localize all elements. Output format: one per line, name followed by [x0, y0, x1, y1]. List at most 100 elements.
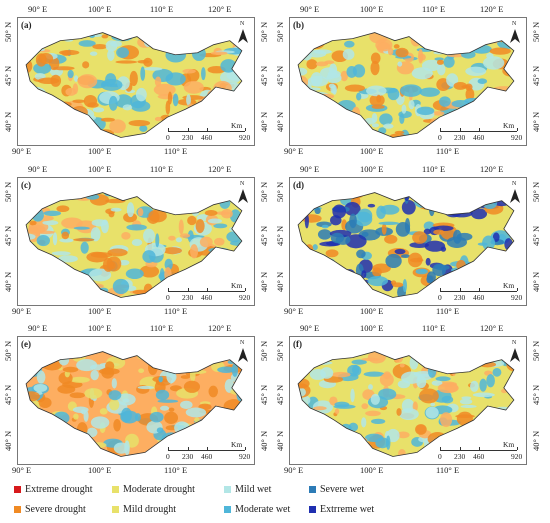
latitude-label-right: 40° N: [259, 111, 269, 132]
scale-tick: [245, 288, 246, 291]
map-panel: 90° E 100° E 110° E 120° E 90° E 100° E 110° E…: [0, 4, 272, 157]
longitude-label-top: 100° E: [88, 164, 112, 174]
map-panel: 90° E 100° E 110° E 120° E 90° E 100° E 110° E…: [272, 323, 544, 476]
map-panel: 90° E 100° E 110° E 120° E 90° E 100° E 110° E…: [272, 4, 544, 157]
scale-tick: [517, 128, 518, 131]
longitude-label-top: 100° E: [360, 323, 384, 333]
scale-tick: [479, 447, 480, 450]
scale-tick-label: 920: [239, 452, 251, 461]
latitude-label-left: 40° N: [275, 111, 285, 132]
longitude-label-bottom: 90° E: [12, 465, 32, 475]
map-frame: (c) N Km 0 230 460 920: [17, 177, 255, 306]
country-outline: [25, 32, 243, 138]
longitude-label-bottom: 90° E: [284, 465, 304, 475]
longitude-label-bottom: 90° E: [12, 306, 32, 316]
north-label: N: [512, 21, 517, 27]
latitude-label-right: 45° N: [259, 225, 269, 246]
latitude-label-left: 45° N: [3, 65, 13, 86]
scale-bar: [168, 291, 245, 292]
scale-tick-label: 920: [511, 133, 523, 142]
legend-swatch: [309, 506, 316, 513]
north-label: N: [512, 181, 517, 187]
longitude-label-bottom: 110° E: [164, 146, 188, 156]
scale-tick-label: 0: [166, 293, 170, 302]
longitude-label-top: 100° E: [88, 323, 112, 333]
north-arrow-icon: N: [237, 340, 251, 364]
north-label: N: [240, 340, 245, 346]
scale-tick-label: 920: [511, 452, 523, 461]
scale-tick-label: 230: [454, 133, 466, 142]
panel-label: (b): [293, 20, 304, 30]
panel-label: (e): [21, 339, 31, 349]
scale-unit: Km: [503, 121, 515, 130]
scale-unit: Km: [231, 281, 243, 290]
longitude-label-top: 90° E: [28, 164, 48, 174]
scale-bar: [168, 131, 245, 132]
latitude-label-right: 50° N: [531, 340, 541, 361]
scale-tick: [479, 288, 480, 291]
scale-tick: [188, 128, 189, 131]
drought-map: [297, 351, 515, 457]
scale-tick-label: 460: [201, 293, 213, 302]
longitude-label-bottom: 100° E: [360, 306, 384, 316]
scale-tick-label: 920: [239, 293, 251, 302]
scale-tick-label: 0: [438, 452, 442, 461]
panel-label: (c): [21, 180, 31, 190]
scale-tick-label: 460: [201, 133, 213, 142]
latitude-label-right: 40° N: [531, 271, 541, 292]
scale-tick: [168, 447, 169, 450]
legend-label: Severe drought: [25, 504, 86, 515]
latitude-label-right: 45° N: [531, 225, 541, 246]
legend-item: Severe drought: [14, 504, 86, 515]
longitude-label-bottom: 110° E: [436, 146, 460, 156]
longitude-label-bottom: 110° E: [436, 465, 460, 475]
scale-bar: [168, 450, 245, 451]
map-panel: 90° E 100° E 110° E 120° E 90° E 100° E 110° E…: [0, 164, 272, 317]
scale-tick-label: 0: [166, 133, 170, 142]
scale-tick: [188, 288, 189, 291]
legend-label: Moderate drought: [123, 484, 195, 495]
map-frame: (f) N Km 0 230 460 920: [289, 336, 527, 465]
legend-swatch: [309, 486, 316, 493]
longitude-label-bottom: 90° E: [284, 306, 304, 316]
longitude-label-top: 110° E: [150, 164, 174, 174]
north-label: N: [240, 21, 245, 27]
longitude-label-bottom: 110° E: [164, 306, 188, 316]
longitude-label-top: 100° E: [88, 4, 112, 14]
panel-label: (d): [293, 180, 304, 190]
legend-swatch: [224, 486, 231, 493]
scale-tick-label: 0: [166, 452, 170, 461]
scale-tick-label: 460: [201, 452, 213, 461]
drought-map: [25, 351, 243, 457]
latitude-label-right: 40° N: [531, 430, 541, 451]
north-arrow-icon: N: [237, 181, 251, 205]
latitude-label-right: 50° N: [259, 340, 269, 361]
longitude-label-bottom: 100° E: [360, 465, 384, 475]
latitude-label-right: 50° N: [531, 181, 541, 202]
panel-label: (f): [293, 339, 302, 349]
latitude-label-left: 45° N: [275, 384, 285, 405]
longitude-label-bottom: 90° E: [12, 146, 32, 156]
latitude-label-left: 50° N: [3, 340, 13, 361]
longitude-label-top: 90° E: [300, 323, 320, 333]
map-panel: 90° E 100° E 110° E 120° E 90° E 100° E 110° E…: [272, 164, 544, 317]
latitude-label-left: 50° N: [275, 21, 285, 42]
legend-item: Extreme drought: [14, 484, 92, 495]
drought-map: [297, 192, 515, 298]
country-outline: [25, 192, 243, 298]
scale-tick-label: 0: [438, 293, 442, 302]
longitude-label-top: 120° E: [208, 323, 232, 333]
scale-tick-label: 920: [239, 133, 251, 142]
legend-label: Severe wet: [320, 484, 365, 495]
latitude-label-right: 50° N: [259, 21, 269, 42]
drought-map: [25, 192, 243, 298]
latitude-label-left: 50° N: [275, 340, 285, 361]
legend-swatch: [224, 506, 231, 513]
scale-tick: [517, 288, 518, 291]
map-frame: (a) N Km 0 230 460 920: [17, 17, 255, 146]
scale-tick: [460, 447, 461, 450]
longitude-label-bottom: 90° E: [284, 146, 304, 156]
north-arrow-icon: N: [237, 21, 251, 45]
map-panel: 90° E 100° E 110° E 120° E 90° E 100° E 110° E…: [0, 323, 272, 476]
longitude-label-top: 110° E: [422, 4, 446, 14]
